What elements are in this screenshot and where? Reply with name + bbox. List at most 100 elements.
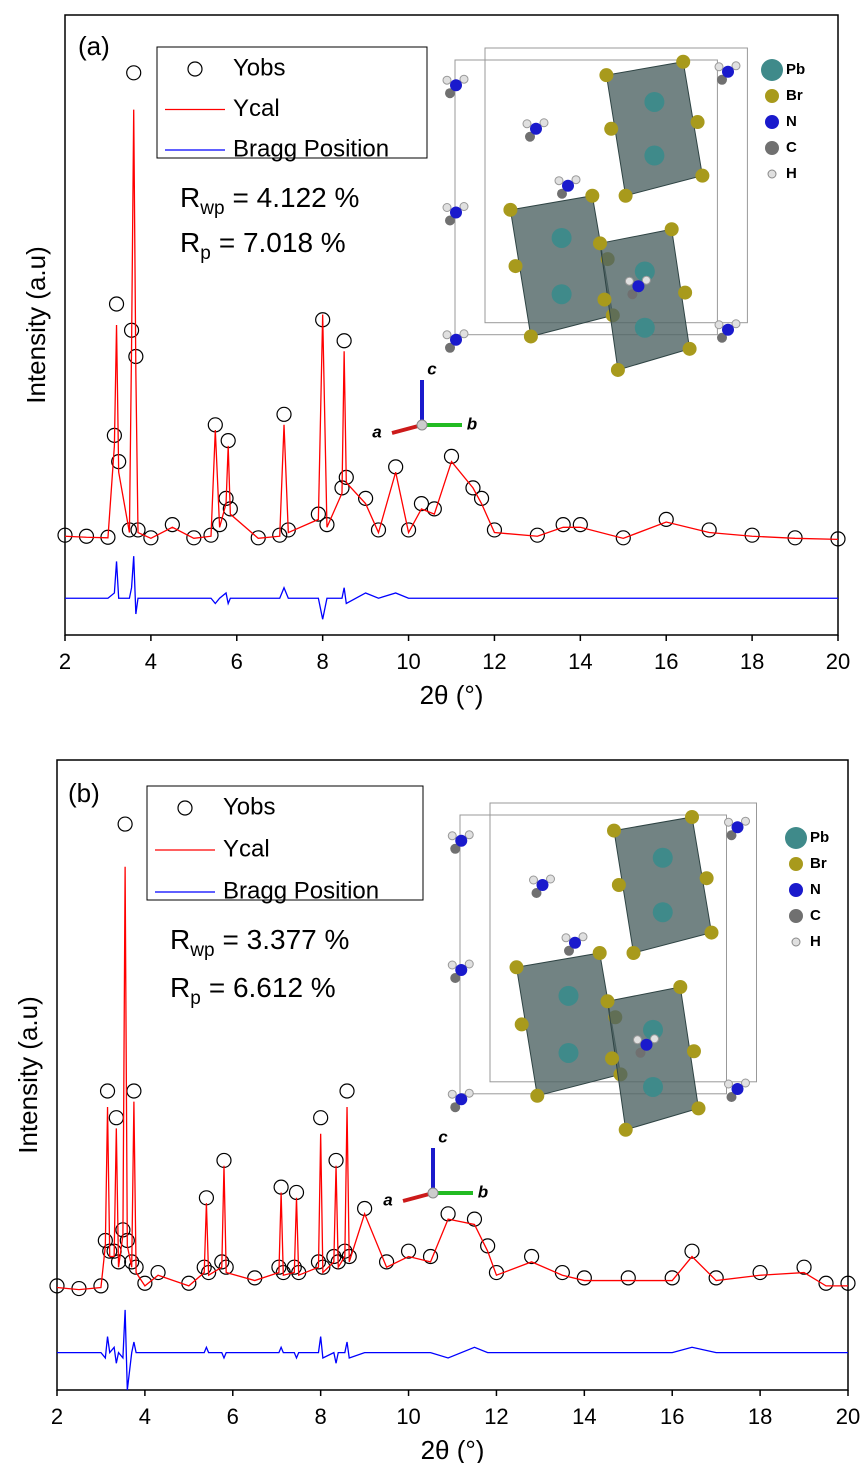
- atom-br: [695, 169, 709, 183]
- atom-br: [593, 236, 607, 250]
- observed-point: [702, 523, 716, 537]
- atom-br: [607, 824, 621, 838]
- atom-h: [651, 1035, 659, 1043]
- atom-br: [683, 342, 697, 356]
- observed-point: [337, 334, 351, 348]
- axis-label: b: [478, 1182, 488, 1201]
- observed-point: [248, 1271, 262, 1285]
- observed-point: [182, 1276, 196, 1290]
- atom-h: [742, 817, 750, 825]
- atom-n: [455, 964, 467, 976]
- axis-label: a: [372, 422, 381, 441]
- element-swatch: [761, 59, 783, 81]
- atom-h: [642, 276, 650, 284]
- x-tick-label: 2: [59, 649, 71, 674]
- crystal-structure-inset: PbBrNCHabc: [372, 48, 805, 441]
- element-swatch: [768, 170, 776, 178]
- observed-point: [573, 518, 587, 532]
- atom-h: [715, 63, 723, 71]
- x-tick-label: 10: [396, 1404, 420, 1429]
- element-swatch: [792, 938, 800, 946]
- observed-point: [314, 1111, 328, 1125]
- x-axis-label: 2θ (°): [420, 680, 484, 710]
- atom-br: [597, 293, 611, 307]
- atom-br: [705, 926, 719, 940]
- element-label: C: [786, 139, 797, 156]
- panel-label: (b): [68, 778, 100, 808]
- atom-n: [530, 123, 542, 135]
- y-axis-label: Intensity (a.u): [13, 996, 43, 1154]
- x-axis-label: 2θ (°): [421, 1435, 485, 1463]
- axis-label: b: [467, 414, 477, 433]
- atom-br: [509, 259, 523, 273]
- observed-point: [110, 297, 124, 311]
- atom-pb: [552, 284, 572, 304]
- atom-br: [503, 203, 517, 217]
- observed-point: [389, 460, 403, 474]
- atom-br: [619, 1123, 633, 1137]
- r-value: = 4.122 %: [233, 182, 360, 213]
- r-subscript: wp: [199, 198, 224, 219]
- octahedron: [606, 62, 702, 196]
- observed-point: [371, 523, 385, 537]
- r-value: = 7.018 %: [219, 227, 346, 258]
- atom-h: [530, 876, 538, 884]
- atom-br: [611, 363, 625, 377]
- atom-h: [465, 831, 473, 839]
- atom-h: [625, 277, 633, 285]
- atom-br: [665, 222, 679, 236]
- atom-h: [443, 204, 451, 212]
- r-subscript: wp: [189, 940, 214, 961]
- observed-point: [289, 1185, 303, 1199]
- r-factor: Rp= 7.018 %: [180, 227, 346, 264]
- profile-line: [65, 556, 838, 619]
- atom-h: [725, 818, 733, 826]
- x-tick-label: 14: [572, 1404, 596, 1429]
- axis-label: c: [427, 359, 437, 378]
- atom-n: [641, 1039, 653, 1051]
- atom-n: [455, 835, 467, 847]
- octahedron: [600, 229, 690, 370]
- observed-point: [221, 434, 235, 448]
- atom-n: [732, 1083, 744, 1095]
- observed-point: [665, 1271, 679, 1285]
- element-label: Br: [810, 855, 827, 872]
- observed-point: [277, 407, 291, 421]
- atom-pb: [559, 986, 579, 1006]
- x-tick-label: 10: [396, 649, 420, 674]
- atom-br: [687, 1044, 701, 1058]
- atom-h: [448, 1090, 456, 1098]
- observed-point: [753, 1266, 767, 1280]
- legend-label: Ycal: [223, 835, 270, 862]
- atom-n: [455, 1093, 467, 1105]
- octahedron: [608, 987, 699, 1130]
- atom-pb: [559, 1043, 579, 1063]
- atom-h: [448, 961, 456, 969]
- atom-n: [732, 821, 744, 833]
- atom-n: [537, 879, 549, 891]
- octahedron: [614, 817, 712, 953]
- legend-label: Bragg Position: [223, 877, 379, 904]
- atom-br: [685, 810, 699, 824]
- atom-h: [742, 1079, 750, 1087]
- atom-h: [443, 76, 451, 84]
- atom-h: [562, 934, 570, 942]
- atom-h: [732, 320, 740, 328]
- atom-n: [562, 180, 574, 192]
- atom-br: [676, 55, 690, 69]
- element-swatch: [785, 827, 807, 849]
- atom-br: [700, 871, 714, 885]
- atom-br: [530, 1089, 544, 1103]
- atom-h: [443, 331, 451, 339]
- atom-br: [604, 122, 618, 136]
- x-tick-label: 2: [51, 1404, 63, 1429]
- r-value: = 3.377 %: [223, 924, 350, 955]
- r-symbol: R: [180, 227, 200, 258]
- atom-br: [619, 189, 633, 203]
- observed-point: [208, 418, 222, 432]
- atom-h: [634, 1036, 642, 1044]
- atom-n: [569, 937, 581, 949]
- element-label: N: [786, 113, 797, 130]
- legend-label: Ycal: [233, 95, 280, 122]
- x-tick-label: 18: [748, 1404, 772, 1429]
